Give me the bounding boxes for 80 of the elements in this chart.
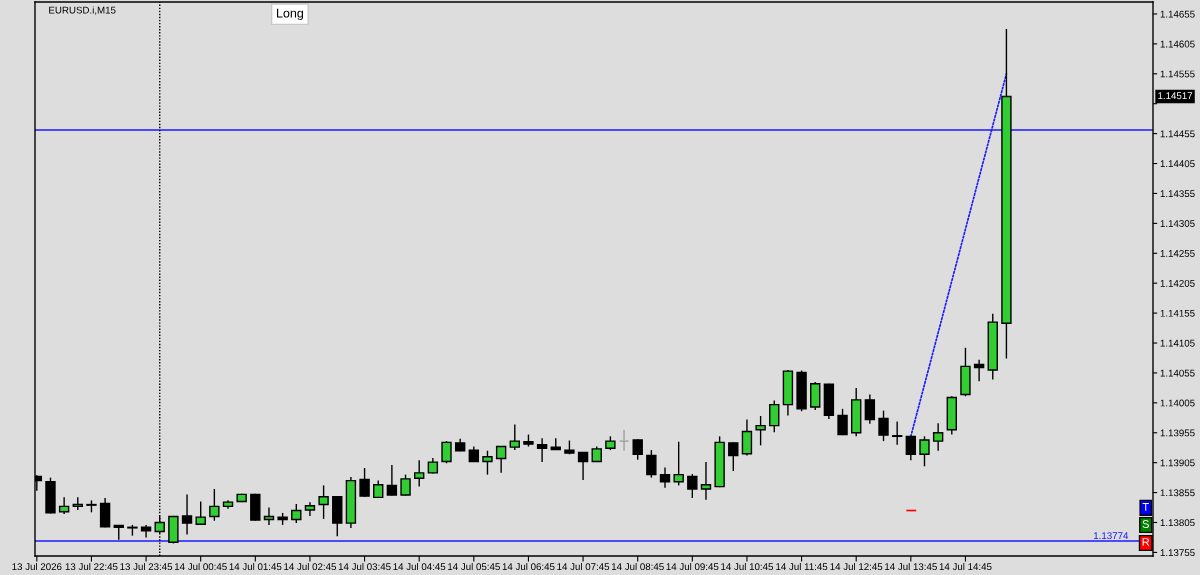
candlestick <box>441 440 452 464</box>
y-tick-label: 1.14055 <box>1160 369 1195 377</box>
candlestick <box>905 435 917 461</box>
annotation: T <box>1142 503 1149 511</box>
candlestick <box>673 441 684 487</box>
candlestick <box>932 422 944 452</box>
x-tick-label: 14 Jul 08:45 <box>611 562 664 571</box>
y-tick-label: 1.14205 <box>1160 279 1195 287</box>
annotation: Long <box>277 8 303 21</box>
y-tick-label: 1.14655 <box>1160 10 1195 18</box>
candlestick <box>687 473 698 499</box>
y-tick-label: 1.14005 <box>1160 399 1195 407</box>
x-tick-label: 14 Jul 01:45 <box>229 562 282 571</box>
x-tick-label: 14 Jul 07:45 <box>557 562 610 571</box>
candlestick <box>413 459 425 488</box>
y-tick-label: 1.14605 <box>1160 40 1195 48</box>
candlestick <box>864 393 876 425</box>
x-tick-label: 14 Jul 02:45 <box>284 562 337 571</box>
y-tick-label: 1.13805 <box>1160 519 1195 527</box>
candlestick <box>263 506 275 526</box>
candlestick <box>482 450 493 476</box>
candlestick <box>359 467 370 498</box>
candlestick <box>700 461 712 501</box>
y-tick-label: 1.13755 <box>1160 549 1195 557</box>
y-tick-label: 1.14555 <box>1160 70 1195 78</box>
candlestick <box>291 503 302 524</box>
x-tick-label: 13 Jul 22:45 <box>65 562 118 571</box>
candlestick <box>181 493 193 536</box>
annotation: R <box>1142 538 1150 546</box>
x-tick-label: 14 Jul 03:45 <box>338 562 391 571</box>
y-tick-label: 1.13905 <box>1160 459 1195 467</box>
candlestick <box>632 438 643 461</box>
candlestick <box>728 441 739 472</box>
candlestick <box>769 399 780 433</box>
y-tick-label: 1.14405 <box>1160 160 1195 168</box>
y-tick-label: 1.14105 <box>1160 339 1195 347</box>
x-tick-label: 14 Jul 00:45 <box>174 562 227 571</box>
y-tick-label: 1.14255 <box>1160 250 1195 257</box>
y-tick-label: 1.14155 <box>1160 309 1195 317</box>
x-tick-label: 14 Jul 13:45 <box>885 562 937 571</box>
candlestick <box>973 359 985 382</box>
candlestick <box>386 464 398 497</box>
candlestick <box>878 409 889 442</box>
x-tick-label: 14 Jul 10:45 <box>721 562 774 571</box>
candlestick <box>495 445 507 474</box>
candlestick <box>810 381 821 411</box>
candlestick <box>509 423 520 451</box>
x-tick-label: 14 Jul 12:45 <box>830 562 883 571</box>
x-tick-label: 14 Jul 06:45 <box>502 562 555 571</box>
candlestick <box>209 488 220 522</box>
candlestick <box>659 466 671 489</box>
y-tick-label: 1.13855 <box>1160 489 1195 497</box>
x-tick-label: 14 Jul 11:45 <box>776 562 828 571</box>
candlestick <box>195 500 206 526</box>
candlestick <box>577 451 589 481</box>
x-tick-label: 14 Jul 04:45 <box>393 562 446 571</box>
x-tick-label: 14 Jul 14:45 <box>939 562 992 571</box>
y-tick-label: 1.13955 <box>1160 429 1195 437</box>
y-tick-label: 1.14305 <box>1160 220 1195 227</box>
candlestick <box>741 418 753 457</box>
candlestick <box>318 484 329 520</box>
x-tick-label: 13 Jul 23:45 <box>120 562 173 571</box>
candlestick <box>646 449 657 479</box>
ref-line-label: 1.13774 <box>1094 532 1129 540</box>
text: 1.14517 <box>1158 92 1193 100</box>
y-tick-label: 1.14355 <box>1160 190 1195 198</box>
candlestick <box>891 420 903 446</box>
candlestick <box>837 408 848 436</box>
annotation: S <box>1142 520 1149 528</box>
x-tick-label: 13 Jul 2026 <box>12 562 62 571</box>
candlestick <box>99 497 111 528</box>
chart-title: EURUSD.i,M15 <box>49 6 116 15</box>
x-tick-label: 14 Jul 09:45 <box>666 562 719 571</box>
candlestick <box>755 415 766 447</box>
x-tick-label: 14 Jul 05:45 <box>448 562 500 571</box>
y-tick-label: 1.14455 <box>1160 130 1195 138</box>
candlestick <box>400 473 411 497</box>
candlestick <box>536 437 548 463</box>
candlestick <box>919 435 930 467</box>
candlestick <box>618 429 630 452</box>
